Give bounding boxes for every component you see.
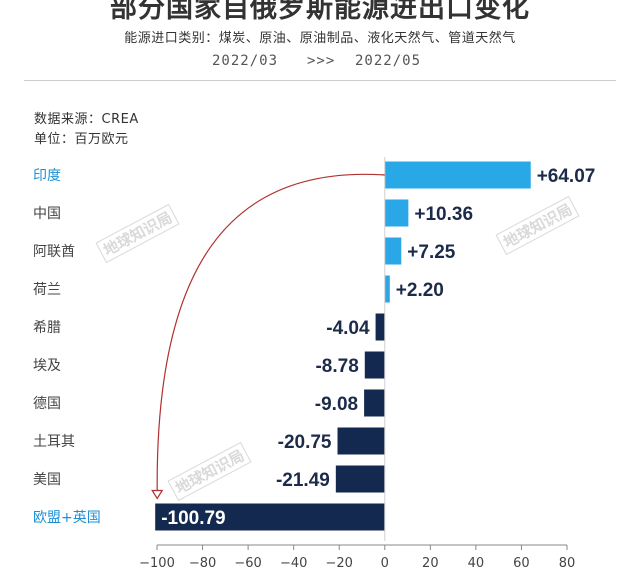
unit-label: 单位：百万欧元 (34, 132, 129, 147)
data-source: 数据来源：CREA (34, 112, 139, 127)
bar (155, 503, 385, 531)
category-label: 希腊 (33, 320, 61, 336)
bar (375, 313, 385, 341)
value-label: -100.79 (161, 508, 225, 529)
x-tick-label: 0 (381, 556, 389, 571)
bar (335, 465, 385, 493)
category-label: 中国 (33, 206, 61, 222)
value-label: +2.20 (396, 280, 444, 301)
x-tick-label: 60 (513, 556, 530, 571)
x-tick-label: 40 (468, 556, 485, 571)
value-label: -21.49 (276, 470, 330, 491)
category-label: 美国 (33, 472, 61, 488)
chart-title: 部分国家自俄罗斯能源进出口变化 (110, 0, 530, 24)
value-label: -20.75 (278, 432, 332, 453)
chart-subtitle: 能源进口类别：煤炭、原油、原油制品、液化天然气、管道天然气 (124, 31, 516, 46)
bar (384, 161, 531, 189)
bar (337, 427, 385, 455)
x-tick-label: −100 (139, 556, 175, 571)
value-label: +10.36 (414, 204, 473, 225)
bar (364, 351, 385, 379)
value-label: -4.04 (326, 318, 370, 339)
bar (384, 237, 402, 265)
bar (384, 199, 409, 227)
category-label: 荷兰 (33, 282, 61, 298)
category-label: 印度 (33, 168, 61, 184)
annotation-arrow (156, 173, 385, 493)
category-label: 土耳其 (33, 434, 75, 450)
period-arrow: >>> (307, 53, 336, 69)
value-label: +64.07 (537, 166, 596, 187)
period-to: 2022/05 (355, 53, 422, 69)
category-label: 阿联酋 (33, 243, 75, 260)
value-label: -8.78 (315, 356, 358, 377)
category-label: 欧盟+英国 (33, 509, 101, 526)
category-label: 埃及 (33, 358, 61, 374)
category-label: 德国 (33, 396, 61, 412)
x-tick-label: −40 (280, 556, 307, 571)
period-from: 2022/03 (212, 53, 279, 69)
x-tick-label: 20 (422, 556, 439, 571)
value-label: -9.08 (315, 394, 358, 415)
x-tick-label: −60 (234, 556, 261, 571)
x-tick-label: −20 (326, 556, 353, 571)
x-tick-label: 80 (559, 556, 576, 571)
bar (384, 275, 390, 303)
header-divider (24, 80, 616, 81)
bar (364, 389, 385, 417)
arrow-head-icon (151, 489, 164, 500)
value-label: +7.25 (407, 242, 456, 263)
x-tick-label: −80 (189, 556, 216, 571)
